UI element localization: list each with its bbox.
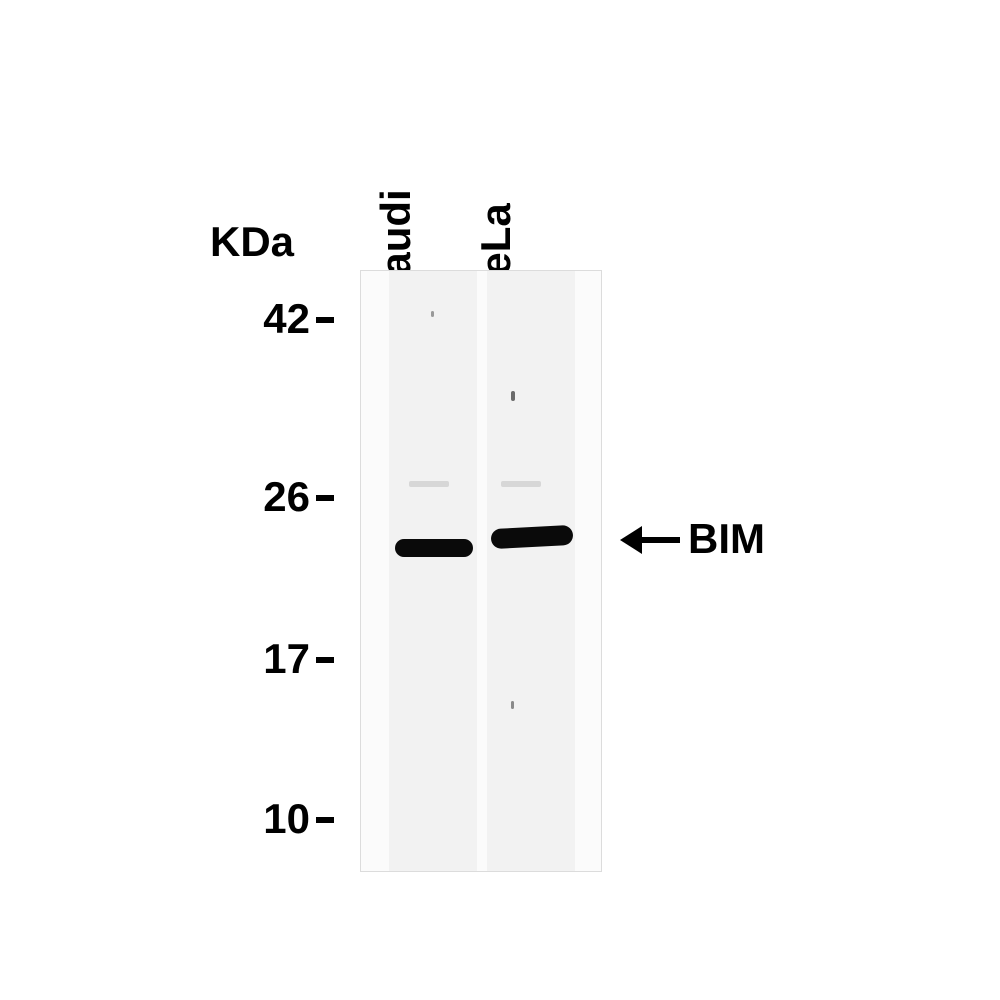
mw-tick-26 — [316, 495, 334, 501]
mw-label-17: 17 — [230, 635, 310, 683]
band-daudi-bim — [395, 539, 473, 557]
noise-speck — [431, 311, 434, 317]
mw-tick-10 — [316, 817, 334, 823]
noise-speck — [511, 391, 515, 401]
band-hela-bim — [491, 525, 574, 549]
mw-label-26: 26 — [230, 473, 310, 521]
mw-label-10: 10 — [230, 795, 310, 843]
noise-speck — [501, 481, 541, 487]
mw-label-42: 42 — [230, 295, 310, 343]
noise-speck — [409, 481, 449, 487]
lane-bg-1 — [389, 271, 477, 871]
mw-tick-17 — [316, 657, 334, 663]
unit-label-kda: KDa — [210, 218, 294, 266]
mw-tick-42 — [316, 317, 334, 323]
arrow-head-bim — [620, 526, 642, 554]
blot-membrane — [360, 270, 602, 872]
noise-speck — [511, 701, 514, 709]
target-label-bim: BIM — [688, 515, 765, 563]
western-blot-figure: KDa Daudi HeLa 42 26 17 10 BIM — [0, 0, 1000, 1000]
lane-bg-2 — [487, 271, 575, 871]
arrow-shaft-bim — [642, 537, 680, 543]
